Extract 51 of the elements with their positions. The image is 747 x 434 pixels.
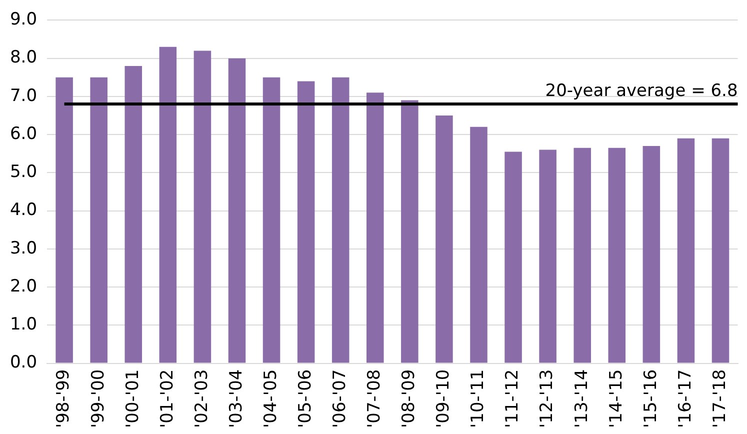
ref-line-label: 20-year average = 6.8	[545, 80, 738, 101]
y-tick-label: 9.0	[10, 10, 38, 30]
bar	[436, 115, 453, 363]
y-tick-label: 0.0	[10, 352, 38, 373]
y-tick-label: 1.0	[10, 314, 38, 335]
x-tick-label: '07-'08	[364, 369, 385, 428]
bar	[470, 126, 488, 363]
y-tick-label: 2.0	[10, 276, 38, 296]
x-tick-label: '15-'16	[640, 369, 661, 428]
bar	[124, 66, 142, 363]
x-tick-label: '01-'02	[157, 369, 178, 428]
x-tick-label: '11-'12	[502, 369, 523, 428]
bar	[677, 138, 695, 363]
bar	[332, 77, 350, 363]
y-tick-label: 3.0	[10, 238, 38, 258]
x-tick-label: '00-'01	[122, 369, 143, 428]
bar	[539, 150, 556, 363]
bar	[712, 138, 730, 363]
y-tick-label: 8.0	[10, 48, 38, 68]
x-tick-label: '06-'07	[330, 369, 350, 428]
bar	[401, 100, 418, 363]
x-tick-label: '02-'03	[192, 369, 212, 428]
x-tick-label: '05-'06	[295, 369, 316, 428]
y-tick-label: 4.0	[10, 200, 38, 220]
bar	[194, 50, 212, 363]
bar	[642, 146, 660, 363]
x-tick-label: '03-'04	[226, 369, 246, 428]
bar	[504, 152, 522, 363]
bar	[56, 77, 73, 363]
x-tick-label: '09-'10	[434, 369, 454, 428]
bar	[608, 148, 626, 363]
bar	[297, 81, 315, 363]
x-tick-label: '04-'05	[260, 369, 281, 428]
bar	[159, 46, 177, 363]
bar	[262, 77, 280, 363]
x-tick-label: '98-'99	[54, 369, 74, 428]
bar	[574, 148, 591, 363]
x-tick-label: '14-'15	[606, 369, 626, 428]
bar	[90, 77, 108, 363]
x-tick-label: '12-'13	[537, 369, 558, 428]
x-tick-label: '10-'11	[468, 369, 488, 428]
y-tick-label: 5.0	[10, 162, 38, 182]
x-tick-label: '16-'17	[675, 369, 696, 428]
x-tick-label: '08-'09	[399, 369, 420, 428]
bar	[228, 58, 246, 363]
x-tick-label: '17-'18	[710, 369, 730, 428]
x-tick-label: '99-'00	[88, 369, 108, 428]
bar	[366, 92, 384, 363]
y-tick-label: 7.0	[10, 86, 38, 106]
y-tick-label: 6.0	[10, 124, 38, 144]
x-tick-label: '13-'14	[572, 369, 592, 428]
